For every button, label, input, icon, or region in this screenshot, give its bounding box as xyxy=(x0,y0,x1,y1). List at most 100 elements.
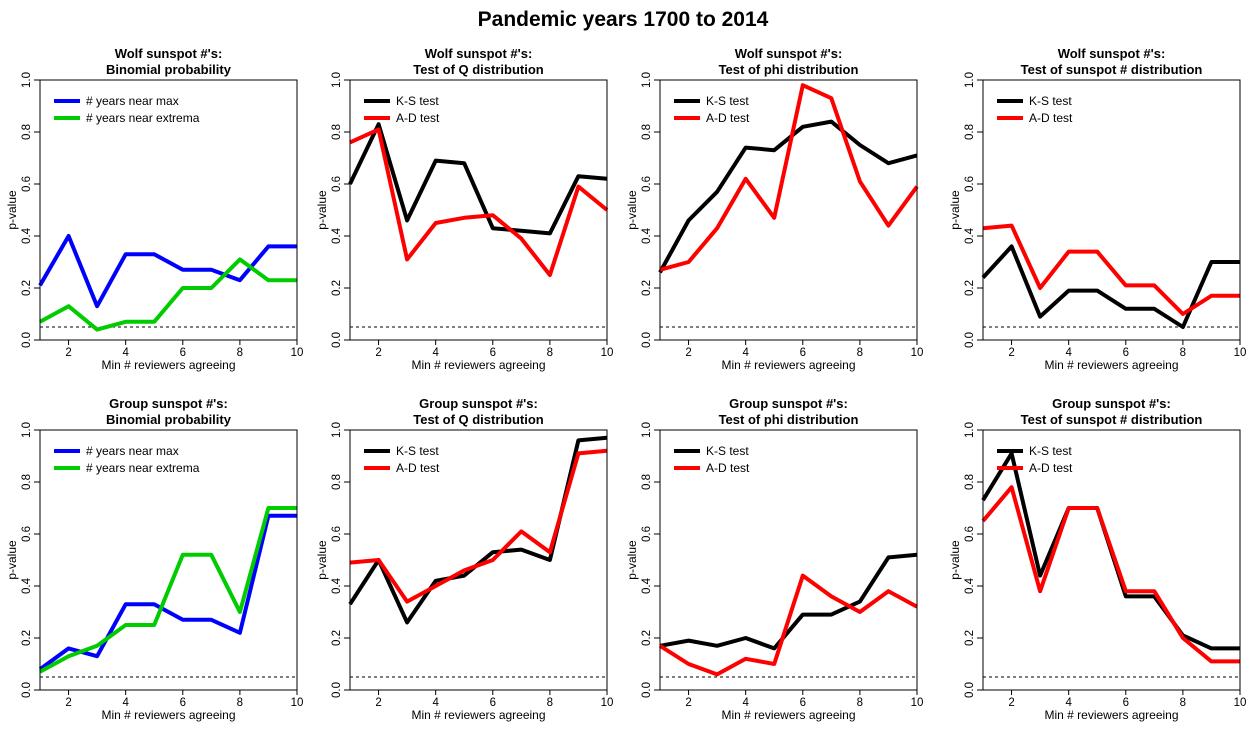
x-tick-label: 2 xyxy=(65,347,71,359)
y-axis-label: p-value xyxy=(315,540,329,580)
chart-panel-7: Group sunspot #'s:Test of phi distributi… xyxy=(625,396,923,722)
x-tick-label: 4 xyxy=(742,347,749,359)
x-tick-label: 4 xyxy=(1065,697,1072,709)
plot-frame xyxy=(39,79,298,341)
chart-panel-5: Group sunspot #'s:Binomial probability 0.… xyxy=(5,396,303,722)
series-line-2 xyxy=(349,448,608,604)
series-line-2 xyxy=(981,485,1240,664)
panel-title: Group sunspot #'s: xyxy=(419,396,538,411)
x-tick-label: 4 xyxy=(122,347,129,359)
series-line-1 xyxy=(348,435,608,625)
panel-subtitle: Binomial probability xyxy=(106,62,232,77)
chart-panel-3: Wolf sunspot #'s:Test of phi distributio… xyxy=(625,46,923,372)
x-tick-label: 10 xyxy=(601,697,614,709)
panel-subtitle: Test of Q distribution xyxy=(413,412,544,427)
panel-subtitle: Test of Q distribution xyxy=(413,62,544,77)
x-axis-label: Min # reviewers agreeing xyxy=(101,358,235,372)
legend-label: A-D test xyxy=(706,111,750,125)
y-tick-label: 0.2 xyxy=(964,280,976,296)
y-tick-label: 0.0 xyxy=(21,682,33,698)
series-line-1 xyxy=(659,552,918,651)
panel-subtitle: Test of phi distribution xyxy=(719,62,859,77)
y-tick-label: 0.4 xyxy=(964,227,976,244)
chart-panel-8: Group sunspot #'s:Test of sunspot # dist… xyxy=(948,396,1246,722)
x-tick-label: 4 xyxy=(1065,347,1072,359)
y-axis-label: p-value xyxy=(948,190,962,230)
y-tick-label: 0.4 xyxy=(21,577,33,594)
y-tick-label: 0.2 xyxy=(964,630,976,646)
y-tick-label: 0.8 xyxy=(641,124,653,140)
y-tick-label: 0.8 xyxy=(331,474,343,490)
x-axis-label: Min # reviewers agreeing xyxy=(1044,708,1178,722)
plot-frame xyxy=(982,429,1241,691)
y-axis-label: p-value xyxy=(948,540,962,580)
y-tick-label: 0.4 xyxy=(964,577,976,594)
x-tick-label: 10 xyxy=(911,697,924,709)
panel-title: Group sunspot #'s: xyxy=(729,396,848,411)
series-line-2 xyxy=(982,223,1240,316)
plot-frame xyxy=(982,79,1241,341)
y-axis-label: p-value xyxy=(5,190,19,230)
y-axis-label: p-value xyxy=(5,540,19,580)
x-tick-label: 2 xyxy=(375,347,381,359)
x-tick-label: 8 xyxy=(547,697,553,709)
y-axis-label: p-value xyxy=(625,190,639,230)
x-tick-label: 6 xyxy=(1123,697,1129,709)
legend-label: K-S test xyxy=(396,444,439,458)
x-tick-label: 8 xyxy=(857,697,863,709)
series-line-1 xyxy=(658,119,918,274)
panels: Wolf sunspot #'s:Binomial probability0.0… xyxy=(5,46,1246,722)
legend-label: K-S test xyxy=(706,94,749,108)
y-tick-label: 1.0 xyxy=(331,72,343,88)
y-tick-label: 0.6 xyxy=(641,176,653,192)
y-tick-label: 1.0 xyxy=(964,72,976,88)
plot-frame xyxy=(349,79,608,341)
x-tick-label: 10 xyxy=(911,347,924,359)
y-tick-label: 1.0 xyxy=(331,422,343,438)
x-tick-label: 6 xyxy=(1123,347,1129,359)
y-tick-label: 1.0 xyxy=(641,72,653,88)
legend-label: # years near max xyxy=(86,94,179,108)
y-tick-label: 0.6 xyxy=(641,526,653,542)
y-tick-label: 0.8 xyxy=(964,474,976,490)
x-axis-label: Min # reviewers agreeing xyxy=(721,708,855,722)
x-tick-label: 8 xyxy=(237,697,243,709)
y-tick-label: 1.0 xyxy=(641,422,653,438)
y-tick-label: 1.0 xyxy=(21,422,33,438)
y-axis-label: p-value xyxy=(315,190,329,230)
y-tick-label: 0.6 xyxy=(21,526,33,542)
panel-subtitle: Test of sunspot # distribution xyxy=(1021,412,1203,427)
y-tick-label: 0.2 xyxy=(21,630,33,646)
chart-panel-2: Wolf sunspot #'s:Test of Q distribution 0… xyxy=(315,46,613,372)
plot-frame xyxy=(349,429,608,691)
x-tick-label: 10 xyxy=(1234,697,1247,709)
y-tick-label: 0.0 xyxy=(641,332,653,348)
y-tick-label: 1.0 xyxy=(21,72,33,88)
x-tick-label: 2 xyxy=(685,697,691,709)
y-tick-label: 0.6 xyxy=(21,176,33,192)
x-tick-label: 8 xyxy=(1180,697,1186,709)
x-axis-label: Min # reviewers agreeing xyxy=(101,708,235,722)
series-line-2 xyxy=(658,573,918,677)
y-tick-label: 0.0 xyxy=(331,682,343,698)
panel-title: Group sunspot #'s: xyxy=(109,396,228,411)
legend-label: # years near extrema xyxy=(86,111,200,125)
plot-frame xyxy=(39,429,298,691)
y-tick-label: 0.0 xyxy=(964,332,976,348)
x-axis-label: Min # reviewers agreeing xyxy=(411,358,545,372)
x-tick-label: 6 xyxy=(800,697,806,709)
y-tick-label: 0.6 xyxy=(964,176,976,192)
legend-label: A-D test xyxy=(706,461,750,475)
y-tick-label: 0.8 xyxy=(964,124,976,140)
chart-panel-1: Wolf sunspot #'s:Binomial probability 0.0… xyxy=(5,46,303,372)
series-line-1 xyxy=(38,234,297,309)
legend-label: A-D test xyxy=(396,111,440,125)
series-line-2 xyxy=(659,83,919,272)
x-tick-label: 6 xyxy=(800,347,806,359)
panel-subtitle: Binomial probability xyxy=(106,412,232,427)
legend-label: K-S test xyxy=(1029,444,1072,458)
chart-panel-6: Group sunspot #'s:Test of Q distribution… xyxy=(315,396,613,722)
y-tick-label: 0.2 xyxy=(331,280,343,296)
panel-subtitle: Test of sunspot # distribution xyxy=(1021,62,1203,77)
y-tick-label: 0.8 xyxy=(21,124,33,140)
